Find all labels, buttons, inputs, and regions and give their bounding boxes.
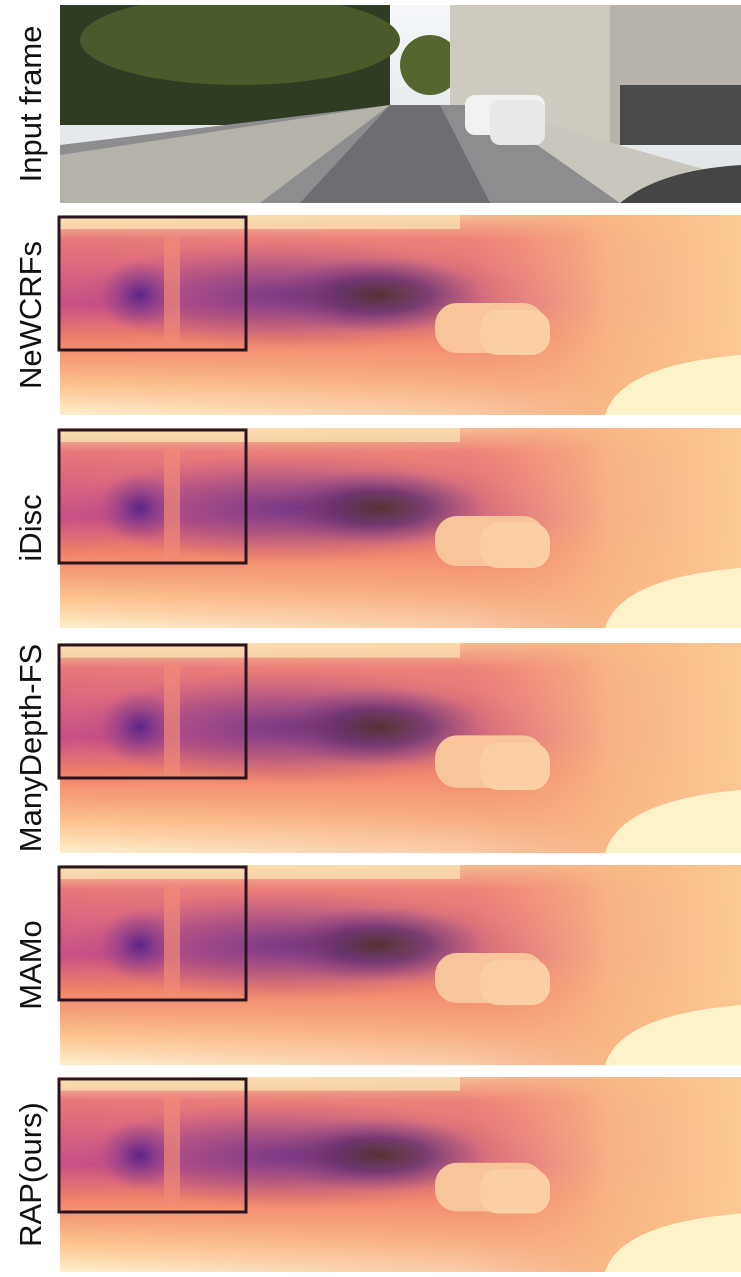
highlight-box [57, 215, 248, 352]
panel-label: ManyDepth-FS [13, 644, 48, 852]
input-image [60, 5, 741, 203]
panel-label: RAP(ours) [13, 1102, 48, 1247]
panel-label: MAMo [13, 920, 48, 1010]
panel-label: iDisc [13, 494, 48, 561]
depth-map [60, 1077, 741, 1272]
panel-label: NeWCRFs [13, 241, 48, 389]
highlight-box [57, 643, 248, 780]
highlight-box [57, 1077, 248, 1214]
highlight-box [57, 865, 248, 1002]
panel-label: Input frame [13, 26, 48, 183]
depth-map [60, 865, 741, 1065]
depth-map [60, 215, 741, 415]
depth-map [60, 428, 741, 628]
depth-map [60, 643, 741, 853]
highlight-box [57, 428, 248, 565]
